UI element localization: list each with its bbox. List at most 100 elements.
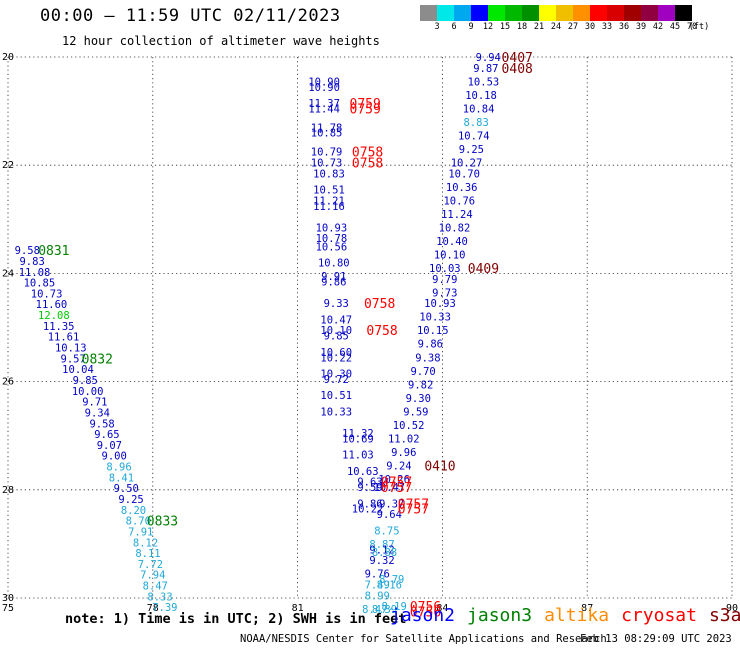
wave-height-value: 9.25 bbox=[459, 144, 484, 156]
wave-height-value: 9.50 bbox=[114, 483, 139, 495]
wave-height-value: 9.00 bbox=[102, 451, 127, 463]
satellite-legend: jason2 jason3 altika cryosat s3a bbox=[390, 605, 740, 626]
wave-height-value: 9.58 bbox=[89, 418, 114, 430]
latitude-label: 20 bbox=[2, 52, 14, 63]
pass-time-label: 0758 bbox=[352, 146, 383, 161]
colorbar-label: 6 bbox=[451, 22, 457, 32]
wave-height-value: 8.12 bbox=[133, 537, 158, 549]
wave-height-value: 7.91 bbox=[128, 526, 153, 538]
pass-time-label: 0757 bbox=[381, 476, 412, 491]
wave-height-value: 9.07 bbox=[97, 440, 122, 452]
latitude-label: 28 bbox=[2, 485, 14, 496]
wave-height-value: 11.60 bbox=[36, 299, 68, 311]
wave-height-value: 10.83 bbox=[313, 168, 345, 180]
colorbar-swatch bbox=[658, 5, 675, 21]
pass-time-label: 0833 bbox=[147, 515, 178, 530]
wave-height-value: 10.47 bbox=[374, 482, 406, 494]
pass-time-label: 0832 bbox=[82, 352, 113, 367]
wave-height-value: 9.79 bbox=[432, 274, 457, 286]
colorbar-swatch bbox=[573, 5, 590, 21]
wave-height-value: 9.64 bbox=[377, 509, 402, 521]
colorbar-label: 15 bbox=[499, 22, 511, 32]
wave-height-value: 10.52 bbox=[393, 420, 425, 432]
wave-height-value: 9.59 bbox=[357, 482, 382, 494]
wave-height-value: 11.35 bbox=[43, 321, 75, 333]
wave-height-value: 10.33 bbox=[320, 406, 352, 418]
wave-height-value: 9.59 bbox=[403, 406, 428, 418]
colorbar-label: 21 bbox=[533, 22, 545, 32]
wave-height-value: 10.73 bbox=[311, 157, 343, 169]
colorbar-label: 24 bbox=[550, 22, 562, 32]
legend-s3a: s3a bbox=[708, 605, 740, 626]
pass-time-label: 0410 bbox=[424, 459, 455, 474]
wave-height-value: 7.94 bbox=[140, 570, 165, 582]
wave-height-value: 10.90 bbox=[308, 76, 340, 88]
legend-jason2: jason2 bbox=[390, 605, 456, 626]
wave-height-value: 11.32 bbox=[342, 428, 374, 440]
colorbar-swatch bbox=[454, 5, 471, 21]
legend-jason3: jason3 bbox=[467, 605, 533, 626]
wave-height-value: 10.27 bbox=[451, 157, 483, 169]
wave-height-value: 9.94 bbox=[476, 52, 501, 64]
wave-height-value: 10.78 bbox=[316, 233, 348, 245]
colorbar-label: 3 bbox=[434, 22, 440, 32]
colorbar-label: 39 bbox=[635, 22, 647, 32]
latitude-label: 24 bbox=[2, 268, 14, 279]
wave-height-value: 10.93 bbox=[424, 298, 456, 310]
pass-time-label: 0831 bbox=[38, 244, 69, 259]
wave-height-value: 10.03 bbox=[429, 263, 461, 275]
generated-timestamp: Feb 13 08:29:09 UTC 2023 bbox=[580, 633, 732, 645]
longitude-tick-labels: 75 78 81 84 87 90 bbox=[2, 603, 738, 614]
wave-height-value: 9.24 bbox=[386, 460, 411, 472]
map-title: 00:00 – 11:59 UTC 02/11/2023 bbox=[40, 6, 341, 26]
wave-height-value: 8.11 bbox=[135, 548, 160, 560]
wave-height-value: 8.87 bbox=[369, 539, 394, 551]
wave-height-value: 8.96 bbox=[106, 462, 131, 474]
wave-height-value: 9.85 bbox=[73, 375, 98, 387]
wave-height-colorbar bbox=[420, 5, 692, 21]
wave-height-value: 8.16 bbox=[377, 579, 402, 591]
pass-time-label: 0756 bbox=[410, 600, 441, 615]
wave-height-value: 11.37 bbox=[308, 98, 340, 110]
wave-height-value: 8.99 bbox=[365, 590, 390, 602]
wave-height-value: 10.84 bbox=[463, 103, 495, 115]
colorbar-label: 27 bbox=[567, 22, 579, 32]
wave-height-value: 9.83 bbox=[19, 256, 44, 268]
wave-height-value: 10.63 bbox=[347, 466, 379, 478]
wave-height-value: 10.69 bbox=[342, 433, 374, 445]
credit-text: NOAA/NESDIS Center for Satellite Applica… bbox=[240, 633, 607, 645]
wave-height-value: 8.88 bbox=[372, 547, 397, 559]
colorbar-swatch bbox=[522, 5, 539, 21]
pass-time-label: 0407 bbox=[502, 51, 533, 66]
colorbar-swatch bbox=[539, 5, 556, 21]
colorbar-swatch bbox=[556, 5, 573, 21]
wave-height-value: 11.78 bbox=[311, 122, 343, 134]
wave-height-value: 10.04 bbox=[62, 364, 94, 376]
wave-height-value: 8.75 bbox=[374, 525, 399, 537]
wave-height-value: 10.15 bbox=[417, 325, 449, 337]
wave-height-value: 9.38 bbox=[415, 352, 440, 364]
colorbar-label: 42 bbox=[652, 22, 664, 32]
wave-height-value: 7.49 bbox=[365, 579, 390, 591]
wave-height-value: 10.22 bbox=[320, 352, 352, 364]
colorbar-swatch bbox=[471, 5, 488, 21]
wave-height-value: 9.58 bbox=[15, 245, 40, 257]
wave-height-value: 7.72 bbox=[138, 559, 163, 571]
wave-height-value: 9.72 bbox=[324, 374, 349, 386]
wave-height-value: 8.20 bbox=[121, 505, 146, 517]
colorbar-label: 18 bbox=[516, 22, 528, 32]
wave-height-value: 10.79 bbox=[311, 147, 343, 159]
wave-height-value: 11.44 bbox=[308, 103, 340, 115]
pass-time-label: 0759 bbox=[350, 97, 381, 112]
wave-height-value: 10.13 bbox=[55, 343, 87, 355]
wave-height-value: 11.24 bbox=[441, 209, 473, 221]
wave-height-value: 8.33 bbox=[147, 591, 172, 603]
wave-height-value: 12.08 bbox=[38, 310, 70, 322]
wave-height-value: 10.22 bbox=[352, 504, 384, 516]
lat-lon-grid bbox=[7, 56, 733, 599]
colorbar-label: 30 bbox=[584, 22, 596, 32]
pass-time-label: 0758 bbox=[352, 156, 383, 171]
wave-height-value: 10.10 bbox=[434, 249, 466, 261]
